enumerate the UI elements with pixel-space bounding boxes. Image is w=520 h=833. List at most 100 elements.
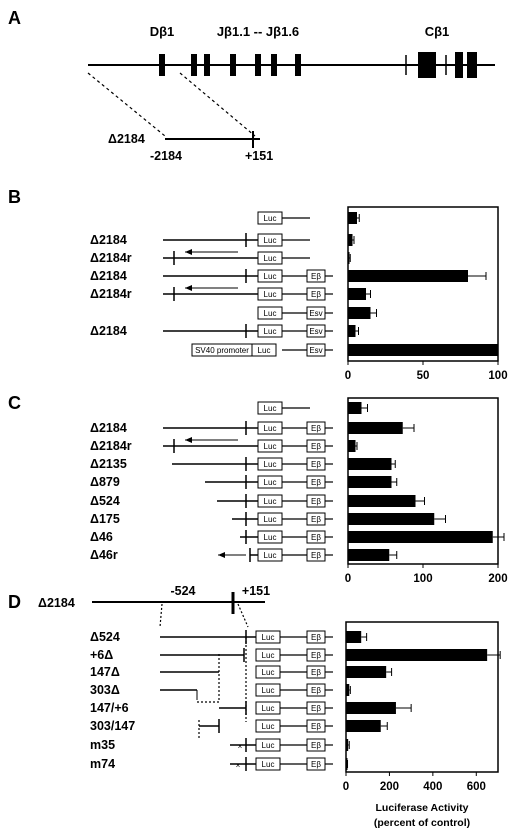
d-row-5-enh-text: Eβ — [311, 722, 321, 731]
gene-label-d: Dβ1 — [150, 24, 175, 39]
b-row-7-luc-box — [251, 343, 277, 357]
chart-b-frame — [347, 206, 499, 362]
j-segment-3 — [230, 54, 236, 76]
b-bar-3 — [348, 270, 468, 282]
b-row-3-luc-text: Luc — [264, 272, 277, 281]
panel-a: A Dβ1 Jβ1.1 -- Jβ1.6 Cβ1 Δ2184 -2184 +15… — [8, 8, 495, 163]
d-row-1-enh-text: Eβ — [311, 651, 321, 660]
c-row-7-luc-text: Luc — [264, 533, 277, 542]
c-row-label-1: Δ2184 — [90, 421, 127, 435]
b-bar-0 — [348, 212, 357, 224]
c-row-4-luc-text: Luc — [264, 478, 277, 487]
d-row-label-7: m74 — [90, 757, 115, 771]
d-bar-0 — [346, 631, 362, 643]
b-row-2-arrow-head — [185, 249, 192, 255]
zoom-line-right — [179, 72, 256, 137]
d-row-label-2: 147Δ — [90, 665, 120, 679]
b-row-label-3: Δ2184 — [90, 269, 127, 283]
b-row-0-luc-text: Luc — [264, 214, 277, 223]
panel-c-letter: C — [8, 393, 21, 413]
d-row-0-luc-text: Luc — [262, 633, 275, 642]
d-header-name: Δ2184 — [38, 596, 75, 610]
j-segment-6 — [295, 54, 301, 76]
c-bar-6 — [348, 513, 435, 525]
b-bar-2 — [348, 252, 350, 264]
b-row-label-1: Δ2184 — [90, 233, 127, 247]
axis-title-line-1: Luciferase Activity — [376, 802, 469, 814]
d-row-4-enh-text: Eβ — [311, 704, 321, 713]
d-tick-label-0: 0 — [343, 781, 349, 793]
panel-d-letter: D — [8, 592, 21, 612]
j-segment-4 — [255, 54, 261, 76]
c-row-2-arrow-head — [185, 437, 192, 443]
d-zoom-left — [159, 603, 163, 628]
gene-label-c: Cβ1 — [425, 24, 450, 39]
d-header-left: -524 — [170, 584, 195, 598]
c-tick-label-2: 200 — [488, 573, 507, 585]
c-row-label-6: Δ175 — [90, 512, 120, 526]
j-segment-1 — [191, 54, 197, 76]
d-zoom-right — [237, 603, 249, 628]
d-row-label-3: 303Δ — [90, 683, 120, 697]
c-row-4-enh-text: Eβ — [311, 478, 321, 487]
d-row-6-enh-text: Eβ — [311, 741, 321, 750]
panel-b: B Luc Δ2184 Luc Δ2184r Luc Δ2184 Luc Eβ Δ2184r Lu… — [8, 187, 508, 382]
b-bar-7 — [348, 344, 498, 356]
c-row-5-enh-text: Eβ — [311, 497, 321, 506]
j-segment-2 — [204, 54, 210, 76]
b-row-3-enh-text: Eβ — [311, 272, 321, 281]
c-row-8-arrow-head — [218, 552, 225, 558]
b-row-4-enh-text: Eβ — [311, 290, 321, 299]
c-row-label-7: Δ46 — [90, 530, 113, 544]
b-row-4-arrow-head — [185, 285, 192, 291]
panel-c: C Luc Δ2184 Luc Eβ Δ2184r Luc Eβ Δ2135 Luc Eβ Δ879… — [8, 393, 508, 585]
b-row-label-2: Δ2184r — [90, 251, 132, 265]
panel-d: D Δ2184 -524 +151 Δ524 +6Δ 147Δ 303Δ 147/+6 3… — [8, 584, 501, 829]
d-row-2-luc-text: Luc — [262, 668, 275, 677]
c-row-2-enh-text: Eβ — [311, 442, 321, 451]
d-row-2-enh-text: Eβ — [311, 668, 321, 677]
c-row-3-luc-text: Luc — [264, 460, 277, 469]
b-row-label-4: Δ2184r — [90, 287, 132, 301]
b-row-7-sv40-text: SV40 promoter — [195, 346, 249, 355]
c-bar-3 — [348, 458, 392, 470]
c-bar-1 — [348, 422, 403, 434]
c-row-0-luc-text: Luc — [264, 404, 277, 413]
b-bar-1 — [348, 234, 353, 246]
b-row-7-luc-text: Luc — [258, 346, 271, 355]
j-segment-5 — [271, 54, 277, 76]
c-row-label-5: Δ524 — [90, 494, 120, 508]
panel-a-letter: A — [8, 8, 21, 28]
b-bar-5 — [348, 307, 371, 319]
d-tick-label-3: 600 — [467, 781, 486, 793]
b-bar-4 — [348, 288, 366, 300]
b-row-5-enh-text: Esv — [309, 309, 322, 318]
d-row-6-luc-text: Luc — [262, 741, 275, 750]
right-position: +151 — [245, 149, 273, 163]
d-row-label-5: 303/147 — [90, 719, 135, 733]
c-row-label-4: Δ879 — [90, 475, 120, 489]
c-bar-2 — [348, 440, 356, 452]
b-row-5-luc-text: Luc — [264, 309, 277, 318]
c-bar-7 — [348, 531, 493, 543]
c-row-5-luc-text: Luc — [264, 497, 277, 506]
b-row-6-enh-text: Esv — [309, 327, 322, 336]
construct-name: Δ2184 — [108, 132, 145, 146]
d-row-6-mutation: × — [238, 742, 243, 751]
d-bar-6 — [346, 739, 349, 751]
c-row-2-luc-text: Luc — [264, 442, 277, 451]
d-row-7-luc-text: Luc — [262, 760, 275, 769]
d-row-7-mutation: × — [236, 761, 241, 770]
d-row-5-luc-text: Luc — [262, 722, 275, 731]
c-row-1-enh-text: Eβ — [311, 424, 321, 433]
d-bar-4 — [346, 702, 396, 714]
d-bar-7 — [346, 758, 348, 770]
c-exon-2 — [455, 52, 463, 78]
c-row-label-8: Δ46r — [90, 548, 118, 562]
c-row-6-luc-text: Luc — [264, 515, 277, 524]
d-bar-1 — [346, 649, 488, 661]
axis-title-line-2: (percent of control) — [374, 817, 470, 829]
b-tick-label-2: 100 — [488, 370, 507, 382]
d-bar-2 — [346, 666, 387, 678]
